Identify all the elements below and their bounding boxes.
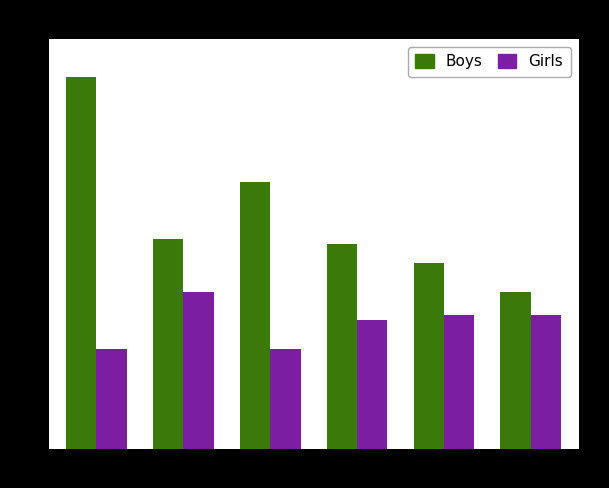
Bar: [444, 316, 474, 449]
Bar: [240, 182, 270, 449]
Bar: [270, 349, 301, 449]
Bar: [183, 292, 214, 449]
Bar: [414, 263, 444, 449]
Bar: [66, 77, 96, 449]
Bar: [531, 316, 561, 449]
Bar: [357, 320, 387, 449]
Bar: [96, 349, 127, 449]
Bar: [501, 292, 531, 449]
Bar: [153, 239, 183, 449]
Bar: [326, 244, 357, 449]
Legend: Boys, Girls: Boys, Girls: [407, 47, 571, 77]
